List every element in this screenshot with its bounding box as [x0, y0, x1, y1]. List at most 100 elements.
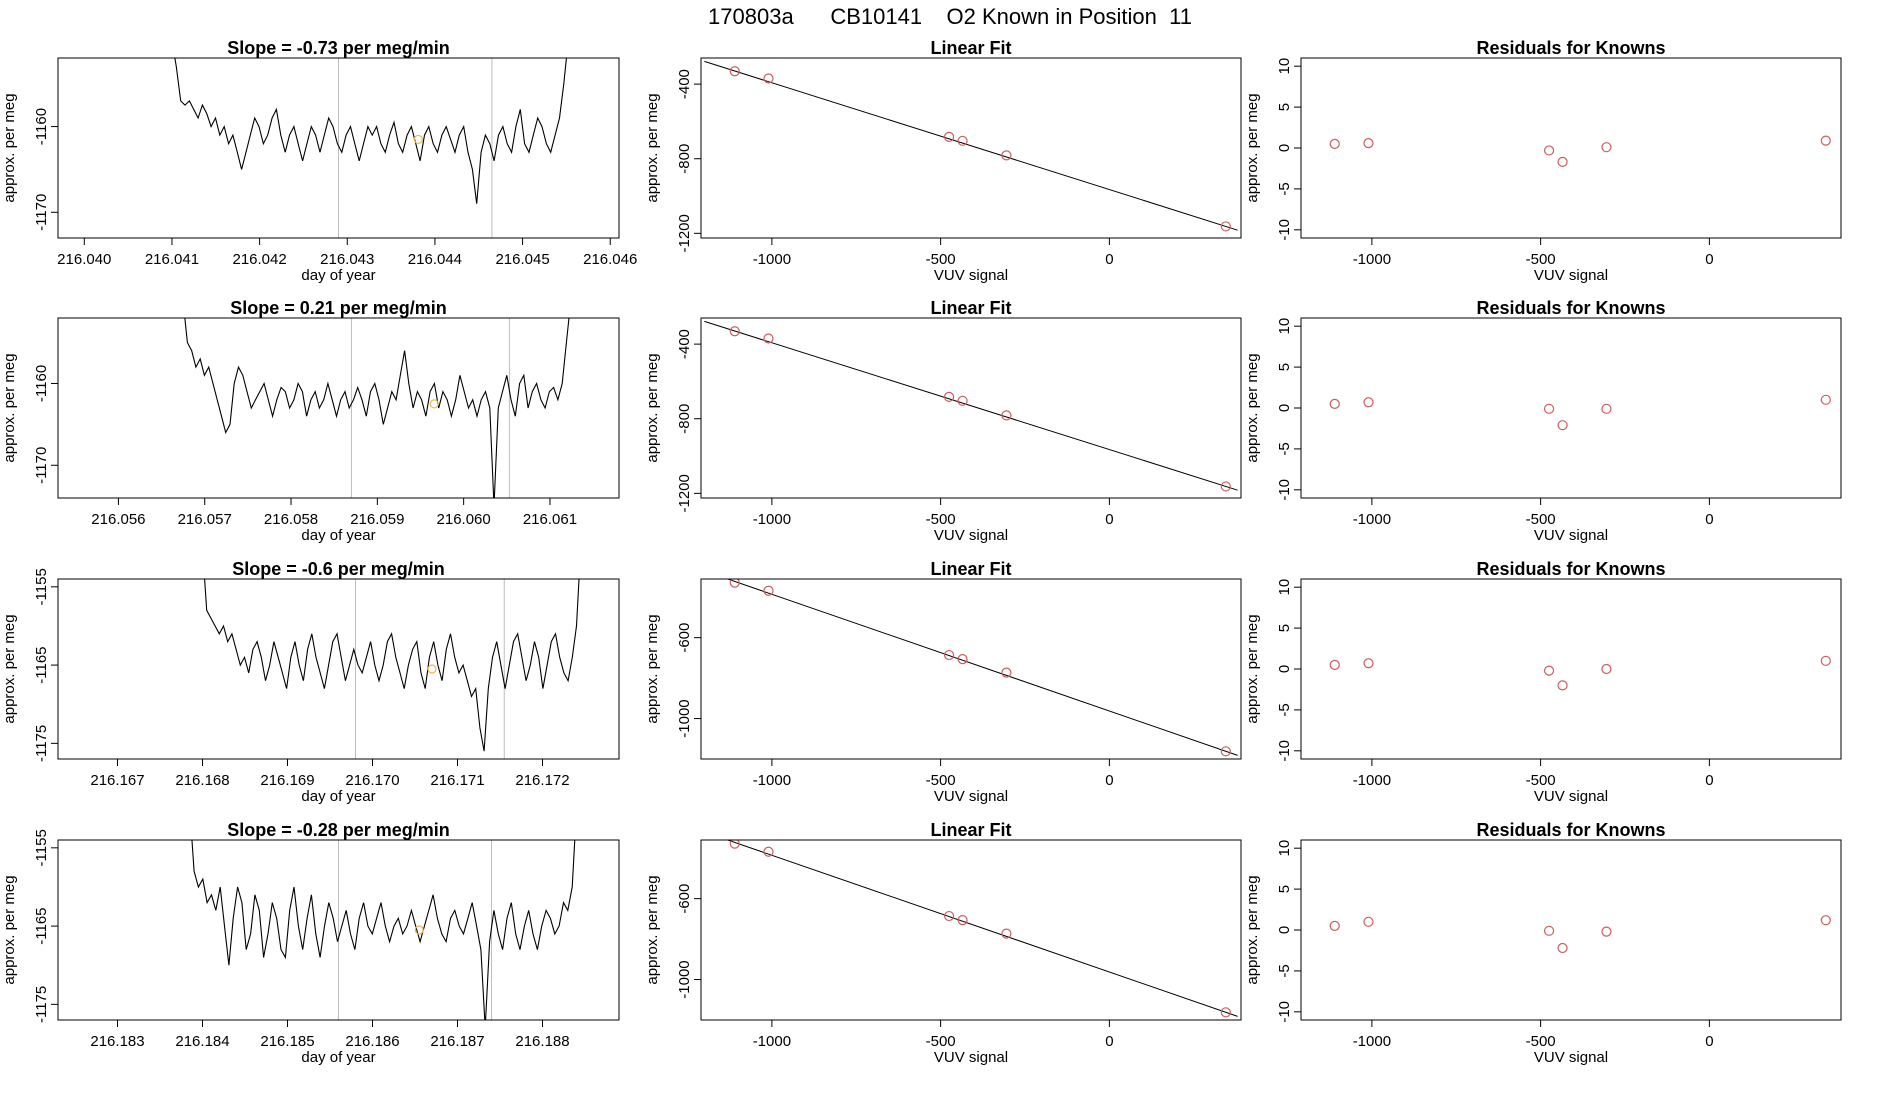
fit-line: [726, 579, 1238, 756]
x-tick-label: -500: [1526, 1033, 1556, 1050]
data-point: [1329, 659, 1340, 671]
x-tick-label: 216.046: [583, 251, 637, 268]
plot-area: [726, 579, 1238, 757]
data-point: [1557, 942, 1568, 954]
y-tick-label: 10: [1276, 579, 1293, 596]
plot-area: [704, 60, 1238, 232]
x-axis-label: VUV signal: [1534, 527, 1608, 544]
x-tick-label: -500: [926, 251, 956, 268]
panel-title: Linear Fit: [930, 298, 1011, 318]
data-point: [729, 66, 740, 77]
data-point: [943, 391, 955, 403]
panel-row1-time-series: Slope = -0.73 per meg/min 216.040 216.041 2…: [1, 38, 637, 284]
y-tick-label: -600: [676, 884, 693, 914]
fit-line: [726, 840, 1238, 1017]
plot-frame: [700, 578, 1242, 760]
data-point: [763, 73, 774, 84]
x-tick-label: 216.043: [320, 251, 374, 268]
fit-line: [704, 320, 1238, 491]
panel-row2-linear-fit: Linear Fit -1000 -500 0 VUV signal -400 -800 -1…: [644, 298, 1242, 544]
panel-title: Residuals for Knowns: [1476, 559, 1665, 579]
panel-title: Residuals for Knowns: [1476, 38, 1665, 58]
data-point: [1557, 156, 1568, 168]
data-point: [1543, 403, 1555, 414]
plot-frame: [57, 317, 620, 499]
y-tick-label: -10: [1276, 1001, 1293, 1023]
x-tick-label: -500: [1526, 251, 1556, 268]
x-axis-label: day of year: [301, 527, 375, 544]
highlight-point: [427, 664, 437, 674]
plot-frame: [1300, 57, 1842, 239]
y-tick-label: -1175: [33, 725, 50, 762]
y-tick-label: -1170: [33, 447, 50, 484]
y-tick-label: 5: [1276, 103, 1293, 111]
y-tick-label: -800: [676, 404, 693, 434]
x-axis-label: VUV signal: [1534, 1049, 1608, 1066]
x-tick-label: 216.040: [57, 251, 111, 268]
y-tick-label: -1200: [676, 214, 693, 252]
y-tick-label: -400: [676, 329, 693, 359]
y-tick-label: 0: [1276, 404, 1293, 412]
x-tick-label: 216.060: [437, 511, 491, 528]
data-point: [763, 333, 774, 344]
plot-area: [1329, 394, 1831, 431]
y-tick-label: 0: [1276, 144, 1293, 152]
series-line: [204, 579, 580, 752]
plot-area: [1329, 655, 1831, 691]
series-line: [184, 318, 570, 498]
x-axis-label: day of year: [301, 267, 375, 284]
y-axis-label: approx. per meg: [644, 93, 661, 202]
y-tick-label: 0: [1276, 665, 1293, 673]
y-tick-label: -1170: [33, 194, 50, 231]
plot-area: [204, 579, 580, 759]
x-tick-label: -500: [926, 511, 956, 528]
x-tick-label: 216.058: [264, 511, 318, 528]
data-point: [1329, 920, 1340, 932]
data-point: [1363, 137, 1374, 149]
data-point: [1363, 916, 1374, 927]
y-tick-label: -400: [676, 69, 693, 99]
x-tick-label: 216.059: [350, 511, 404, 528]
y-axis-label: approx. per meg: [644, 875, 661, 984]
data-point: [957, 135, 968, 146]
x-tick-label: 216.045: [495, 251, 549, 268]
y-tick-label: -5: [1276, 964, 1293, 977]
data-point: [1820, 655, 1831, 666]
highlight-point: [413, 134, 423, 145]
panel-row4-time-series: Slope = -0.28 per meg/min 216.183 216.184 2…: [1, 820, 620, 1066]
y-tick-label: -5: [1276, 182, 1293, 195]
x-tick-label: 216.172: [515, 772, 569, 789]
x-tick-label: 216.056: [91, 511, 145, 528]
x-tick-label: -500: [1526, 772, 1556, 789]
plot-area: [1329, 135, 1831, 168]
x-tick-label: -1000: [753, 772, 791, 789]
data-point: [1543, 925, 1555, 936]
data-point: [1001, 667, 1012, 678]
data-point: [1363, 658, 1374, 669]
x-tick-label: -1000: [1353, 251, 1391, 268]
x-tick-label: 216.185: [260, 1033, 314, 1050]
x-tick-label: 216.041: [145, 251, 199, 268]
data-point: [1220, 1007, 1231, 1018]
data-point: [1543, 145, 1555, 156]
plot-area: [184, 318, 570, 498]
data-point: [729, 840, 740, 849]
y-tick-label: -1175: [33, 986, 50, 1023]
panel-row3-linear-fit: Linear Fit -1000 -500 0 VUV signal -600 -1000 a…: [644, 559, 1242, 805]
data-point: [1220, 481, 1231, 492]
panel-row1-linear-fit: Linear Fit -1000 -500 0 VUV signal -400 -800 -1…: [644, 38, 1242, 284]
y-axis-label: approx. per meg: [1244, 614, 1261, 723]
y-tick-label: -800: [676, 144, 693, 174]
highlight-point: [414, 925, 424, 935]
plot-frame: [700, 317, 1242, 499]
y-tick-label: 10: [1276, 318, 1293, 335]
plot-area: [726, 840, 1238, 1018]
y-tick-label: -1200: [676, 474, 693, 512]
plot-frame: [57, 839, 620, 1021]
data-point: [1220, 746, 1231, 757]
plot-frame: [57, 578, 620, 760]
data-point: [729, 326, 740, 337]
panel-row2-residuals: Residuals for Knowns -1000 -500 0 VUV signal…: [1244, 298, 1842, 544]
data-point: [1220, 221, 1231, 232]
